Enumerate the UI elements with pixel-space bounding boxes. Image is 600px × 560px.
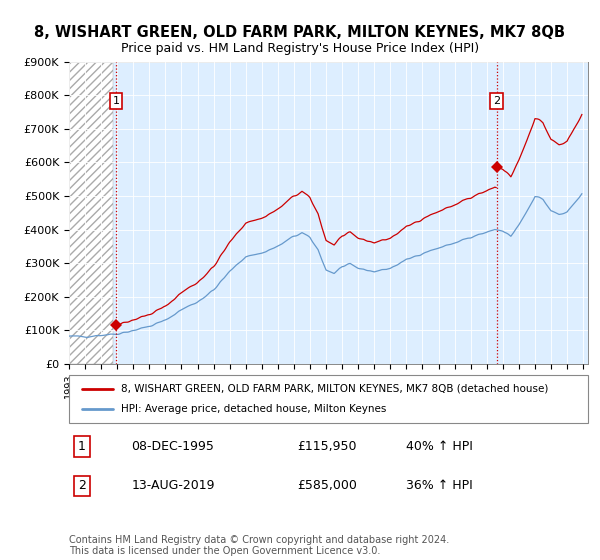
Text: 8, WISHART GREEN, OLD FARM PARK, MILTON KEYNES, MK7 8QB: 8, WISHART GREEN, OLD FARM PARK, MILTON …: [35, 25, 566, 40]
Text: Price paid vs. HM Land Registry's House Price Index (HPI): Price paid vs. HM Land Registry's House …: [121, 42, 479, 55]
Text: 1: 1: [113, 96, 119, 106]
Text: Contains HM Land Registry data © Crown copyright and database right 2024.
This d: Contains HM Land Registry data © Crown c…: [69, 535, 449, 557]
Text: 2: 2: [493, 96, 500, 106]
Text: 1: 1: [78, 440, 86, 453]
Text: 13-AUG-2019: 13-AUG-2019: [131, 479, 215, 492]
Text: £585,000: £585,000: [298, 479, 357, 492]
Text: 8, WISHART GREEN, OLD FARM PARK, MILTON KEYNES, MK7 8QB (detached house): 8, WISHART GREEN, OLD FARM PARK, MILTON …: [121, 384, 548, 394]
Text: HPI: Average price, detached house, Milton Keynes: HPI: Average price, detached house, Milt…: [121, 404, 386, 414]
Text: £115,950: £115,950: [298, 440, 357, 453]
Text: 08-DEC-1995: 08-DEC-1995: [131, 440, 214, 453]
Text: 2: 2: [78, 479, 86, 492]
Text: 40% ↑ HPI: 40% ↑ HPI: [406, 440, 473, 453]
Text: 36% ↑ HPI: 36% ↑ HPI: [406, 479, 473, 492]
